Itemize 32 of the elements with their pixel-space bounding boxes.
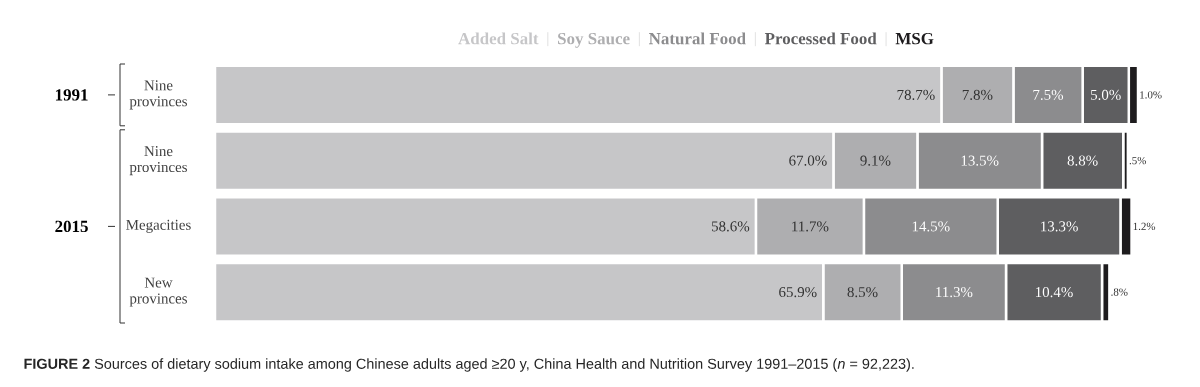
data-label: 9.1% xyxy=(860,155,891,166)
text: Processed Food xyxy=(764,32,877,45)
data-label: 7.8% xyxy=(962,89,993,100)
data-label: 1.0% xyxy=(1140,91,1162,99)
series-label: Added Salt xyxy=(458,32,539,45)
data-label: 8.8% xyxy=(1067,155,1098,166)
data-label: 65.9% xyxy=(779,287,817,298)
text: 1991 xyxy=(55,89,88,101)
data-label: 11.3% xyxy=(936,287,973,298)
data-label: 11.7% xyxy=(792,221,829,232)
y-tick-label: Megacities xyxy=(126,219,191,233)
text: Natural Food xyxy=(649,32,746,45)
y-tick-label: New provinces xyxy=(129,277,187,307)
y-tick-label: Nine provinces xyxy=(129,146,187,176)
data-label: 10.4% xyxy=(1036,287,1073,298)
data-label: .5% xyxy=(1129,156,1146,165)
data-label: 7.5% xyxy=(1033,89,1064,100)
data-label: .8% xyxy=(1111,288,1128,296)
data-label: 5.0% xyxy=(1091,89,1121,100)
text: Soy Sauce xyxy=(558,32,630,48)
data-label: 67.0% xyxy=(789,155,827,166)
text: 2015 xyxy=(55,220,88,233)
data-label: 58.6% xyxy=(711,221,750,232)
text: FIGURE 2 Sources of dietary sodium intake among Chinese adults aged ≥20 y, China Health and Nutrition Survey 1991–2015 (n = 92,223). xyxy=(24,358,914,372)
data-label: 1.2% xyxy=(1133,222,1156,231)
data-label: 13.3% xyxy=(1041,221,1078,232)
text: MSG xyxy=(895,32,934,45)
data-label: 14.5% xyxy=(912,221,950,232)
data-label: 13.5% xyxy=(961,155,999,166)
y-tick-label: Nine provinces xyxy=(129,80,187,110)
data-label: 8.5% xyxy=(847,287,878,298)
data-label: 78.7% xyxy=(897,89,935,100)
